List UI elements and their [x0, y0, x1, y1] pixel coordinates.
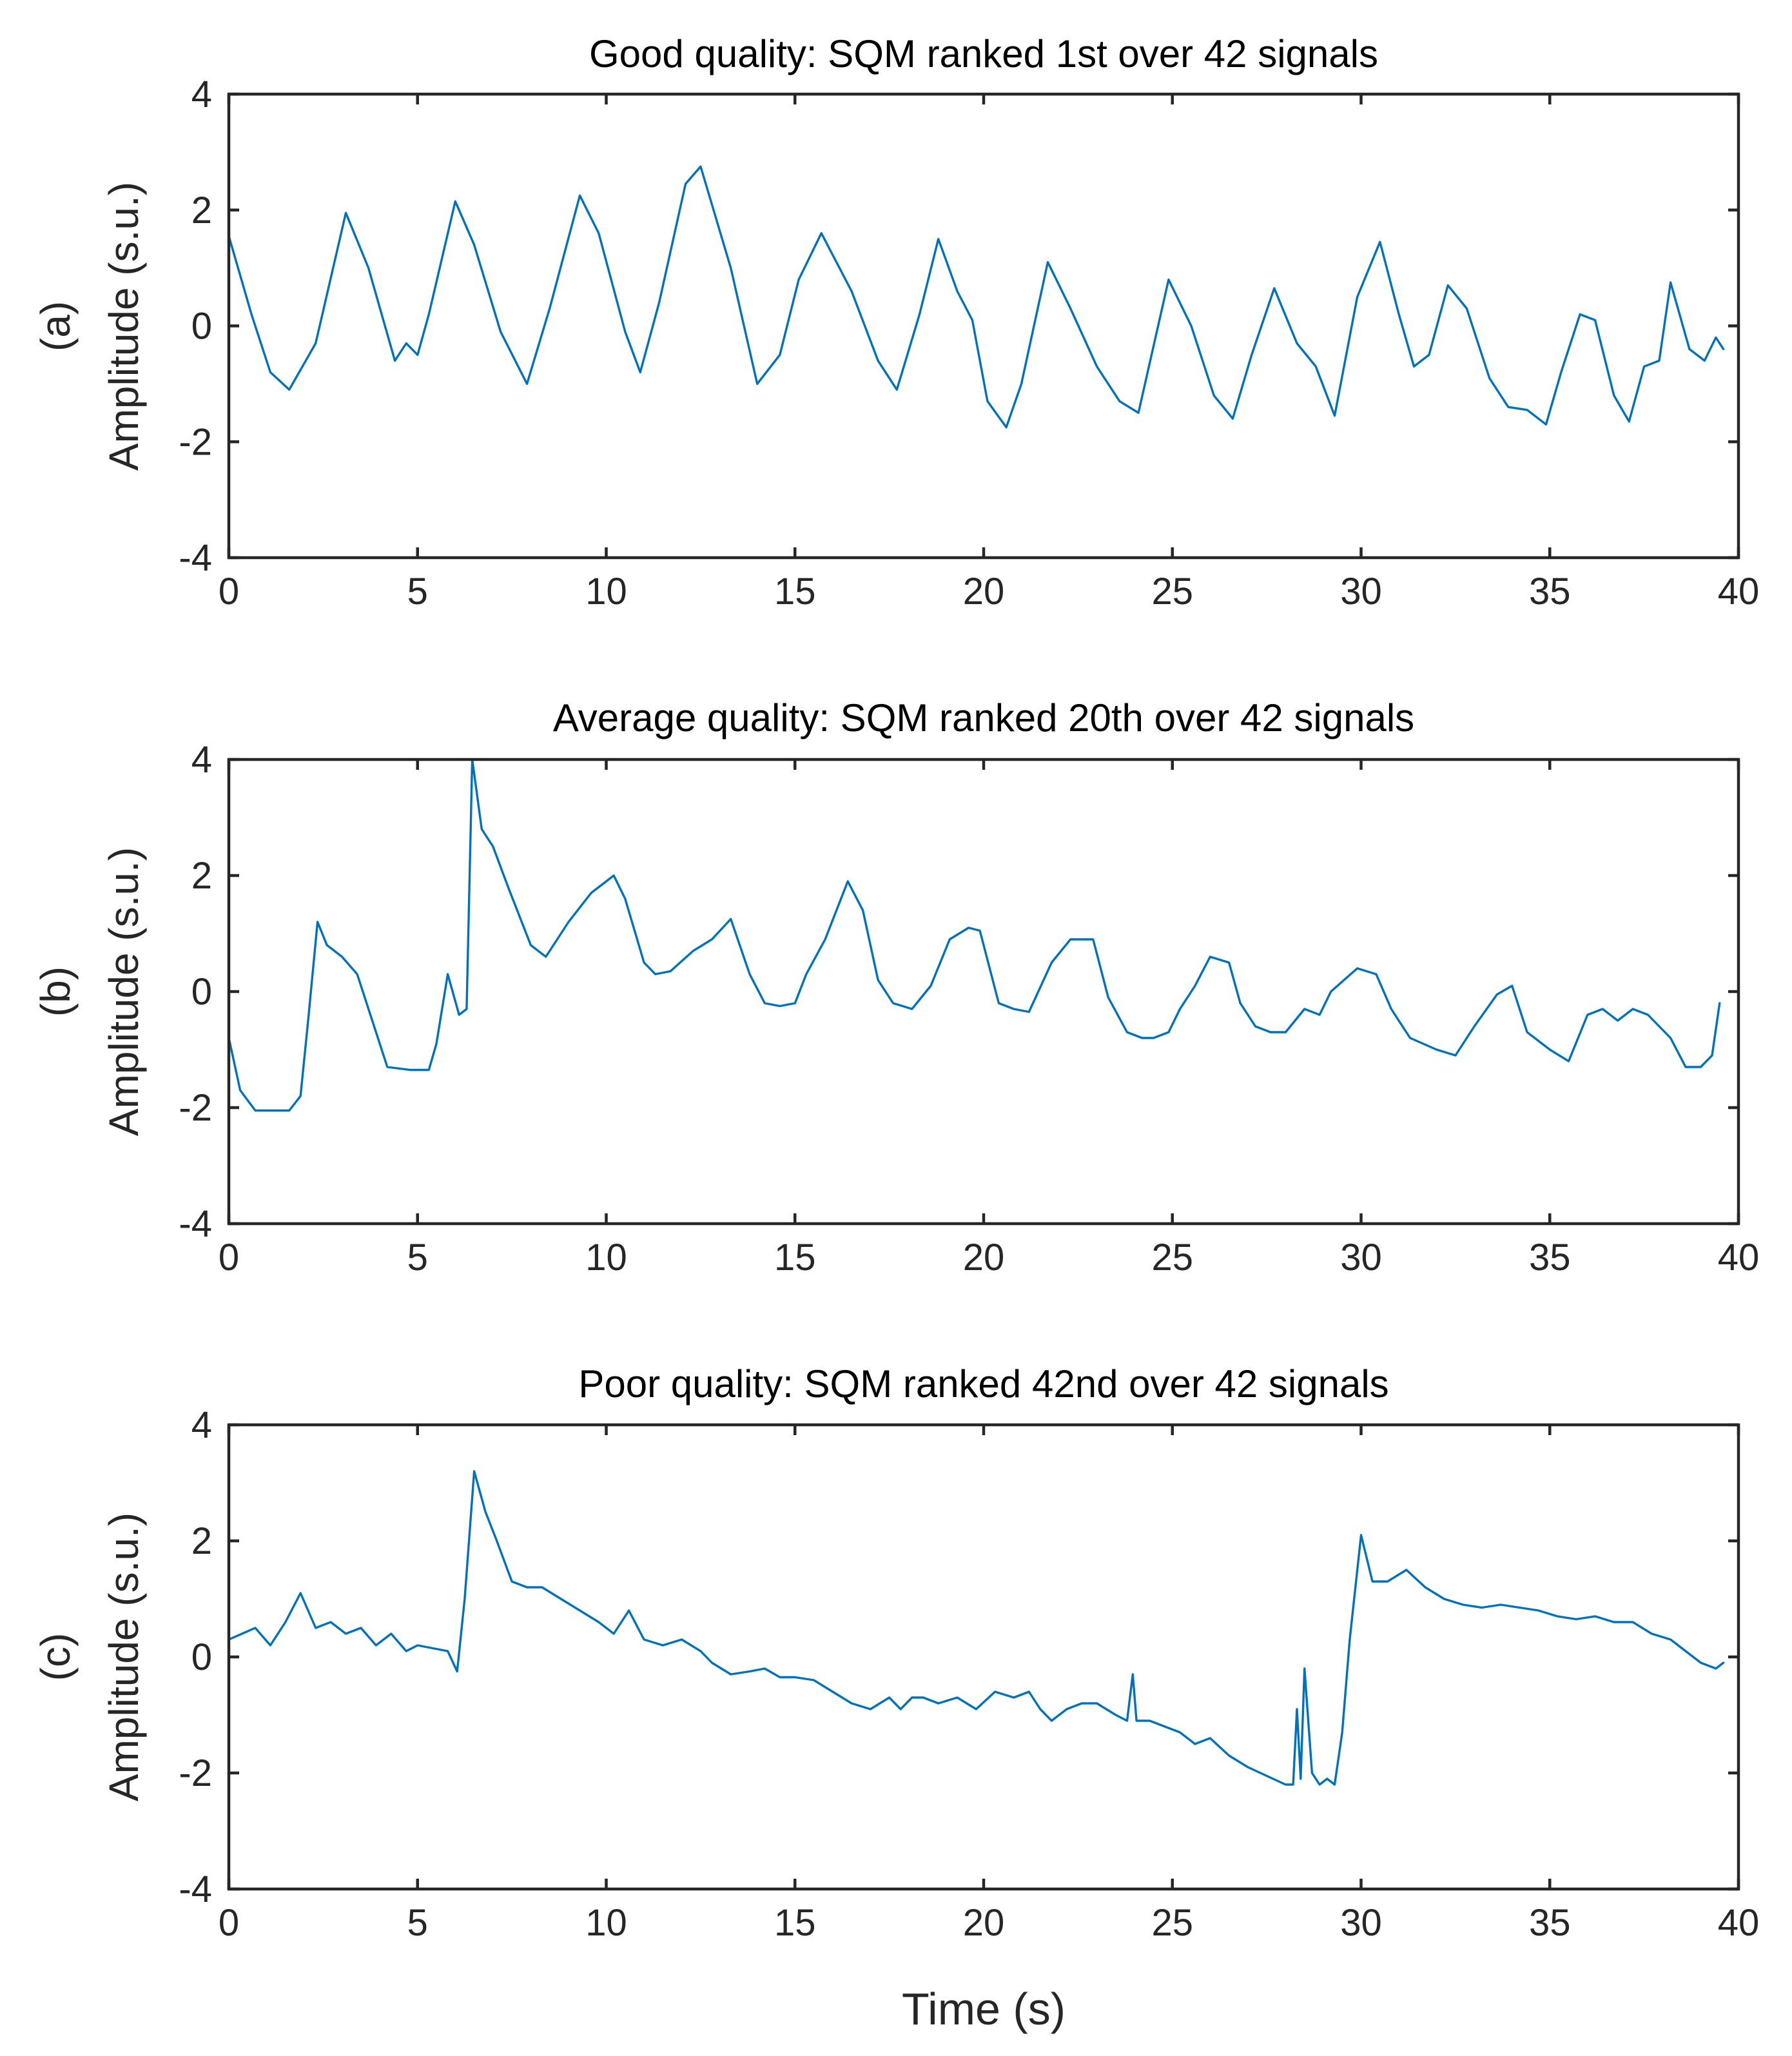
panel-c-xtick-label: 25	[1151, 1902, 1193, 1944]
panel-b-series-layer	[228, 758, 1721, 1112]
panel-a-xtick-label: 35	[1529, 571, 1571, 612]
panel-c-xlabel: Time (s)	[902, 1984, 1066, 2034]
panel-b: Average quality: SQM ranked 20th over 42…	[32, 696, 1759, 1278]
panel-c-xtick-label: 0	[219, 1902, 239, 1944]
panel-a-xtick-label: 20	[963, 571, 1005, 612]
panel-c-ytick-label: 2	[191, 1520, 212, 1562]
panel-c-xtick-label: 30	[1340, 1902, 1382, 1944]
panel-c-ylabel: Amplitude (s.u.)	[101, 1513, 147, 1801]
panel-a-ytick-label: 0	[191, 306, 212, 348]
panel-c-xtick-label: 40	[1718, 1902, 1760, 1944]
panel-b-xtick-label: 0	[219, 1237, 239, 1278]
panel-a-xtick-label: 30	[1340, 571, 1382, 612]
panel-b-title: Average quality: SQM ranked 20th over 42…	[553, 696, 1414, 739]
panel-a-ylabel: Amplitude (s.u.)	[101, 182, 147, 471]
panel-c-series-line	[228, 1470, 1725, 1786]
panel-a-xtick-label: 25	[1151, 571, 1193, 612]
panel-c-ytick-label: 0	[191, 1636, 212, 1678]
panel-b-ylabel: Amplitude (s.u.)	[101, 847, 147, 1136]
panel-c-xtick-label: 15	[774, 1902, 816, 1944]
panel-a-series-layer	[228, 165, 1725, 429]
panel-a-ytick-label: 4	[191, 73, 212, 115]
panel-b-series-line	[228, 758, 1721, 1112]
panel-b-xtick-label: 25	[1151, 1237, 1193, 1278]
panel-a-ytick-label: -2	[179, 421, 212, 463]
panel-c-ytick-label: -4	[179, 1868, 212, 1910]
panel-a-xtick-label: 40	[1718, 571, 1760, 612]
panel-c-axes-frame	[227, 1423, 1740, 1891]
panel-c-label: (c)	[32, 1633, 79, 1681]
panel-a-label: (a)	[32, 301, 79, 351]
panel-a-ytick-label: 2	[191, 190, 212, 231]
panel-b-ytick-label: 2	[191, 855, 212, 897]
panel-c-xtick-label: 5	[407, 1902, 428, 1944]
panel-c-ytick-label: -2	[179, 1752, 212, 1794]
panel-c-title: Poor quality: SQM ranked 42nd over 42 si…	[578, 1362, 1388, 1405]
panel-b-xtick-label: 20	[963, 1237, 1005, 1278]
panel-b-xtick-label: 15	[774, 1237, 816, 1278]
panel-c-xtick-label: 20	[963, 1902, 1005, 1944]
panel-b-ytick-label: -2	[179, 1087, 212, 1129]
panel-c-ytick-label: 4	[191, 1404, 212, 1446]
panel-c-series-layer	[228, 1470, 1725, 1786]
panel-a-series-line	[228, 165, 1725, 429]
panel-b-ytick-label: 0	[191, 971, 212, 1013]
panel-c-xtick-label: 35	[1529, 1902, 1571, 1944]
panel-b-xtick-label: 30	[1340, 1237, 1382, 1278]
panel-a-axes-frame	[227, 92, 1740, 560]
panel-a-title: Good quality: SQM ranked 1st over 42 sig…	[589, 32, 1378, 75]
panel-a-xtick-label: 10	[585, 571, 627, 612]
panel-b-axes-frame	[227, 758, 1740, 1226]
panel-b-xtick-label: 5	[407, 1237, 428, 1278]
panel-a-ytick-label: -4	[179, 537, 212, 579]
panel-b-xtick-label: 40	[1718, 1237, 1760, 1278]
panel-a: Good quality: SQM ranked 1st over 42 sig…	[32, 32, 1759, 612]
panel-b-xtick-label: 35	[1529, 1237, 1571, 1278]
panel-c: Poor quality: SQM ranked 42nd over 42 si…	[32, 1362, 1759, 2034]
panel-b-ytick-label: -4	[179, 1203, 212, 1245]
panel-a-xtick-label: 0	[219, 571, 239, 612]
panel-a-xtick-label: 15	[774, 571, 816, 612]
panel-a-xtick-label: 5	[407, 571, 428, 612]
panel-b-ytick-label: 4	[191, 739, 212, 781]
panel-b-xtick-label: 10	[585, 1237, 627, 1278]
panel-b-label: (b)	[32, 966, 79, 1017]
panel-c-xtick-label: 10	[585, 1902, 627, 1944]
